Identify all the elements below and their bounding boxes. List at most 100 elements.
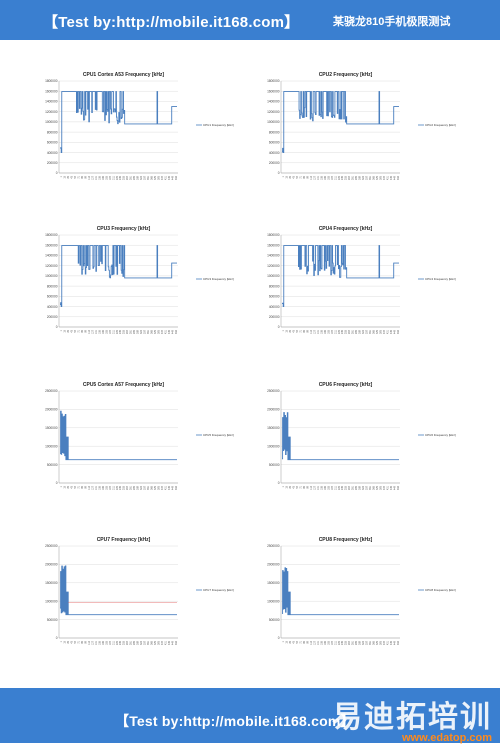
x-tick-label: 29 xyxy=(67,175,70,178)
x-tick-label: 169 xyxy=(102,329,105,334)
y-tick-label: 0 xyxy=(278,636,280,640)
y-tick-label: 500000 xyxy=(269,463,280,467)
x-tick-label: 113 xyxy=(88,175,91,179)
chart-svg: CPU7 Frequency [kHz] 0 500000 1000000 150000… xyxy=(45,537,234,645)
x-tick-label: 407 xyxy=(383,175,386,180)
legend-label: CPU5 Frequency [kHz] xyxy=(203,433,234,437)
y-tick-label: 500000 xyxy=(47,463,58,467)
x-tick-label: 337 xyxy=(144,640,147,645)
x-tick-label: 211 xyxy=(112,175,115,179)
x-tick-label: 421 xyxy=(387,175,390,180)
chart-svg: CPU5 Cortex A57 Frequency [kHz] 0 500000 10… xyxy=(45,382,234,490)
x-tick-label: 127 xyxy=(313,640,316,645)
x-tick-label: 323 xyxy=(362,485,365,490)
x-tick-label: 43 xyxy=(292,640,295,643)
legend-label: CPU3 Frequency [kHz] xyxy=(203,277,234,281)
x-tick-label: 113 xyxy=(88,329,91,333)
legend-label: CPU6 Frequency [kHz] xyxy=(425,433,456,437)
x-tick-label: 295 xyxy=(355,175,358,180)
y-tick-label: 200000 xyxy=(47,161,58,165)
y-tick-label: 500000 xyxy=(47,618,58,622)
x-tick-label: 169 xyxy=(102,485,105,490)
x-tick-label: 225 xyxy=(116,640,119,645)
x-tick-label: 225 xyxy=(338,329,341,334)
x-tick-label: 365 xyxy=(373,485,376,490)
x-tick-label: 379 xyxy=(376,175,379,180)
x-tick-label: 29 xyxy=(67,640,70,643)
x-tick-label: 183 xyxy=(327,485,330,490)
x-tick-label: 155 xyxy=(320,175,323,180)
y-tick-label: 400000 xyxy=(47,151,58,155)
x-tick-label: 127 xyxy=(313,485,316,490)
x-tick-label: 141 xyxy=(317,640,320,645)
x-tick-label: 211 xyxy=(334,640,337,644)
x-tick-label: 15 xyxy=(63,175,66,178)
x-tick-label: 295 xyxy=(355,329,358,334)
x-tick-label: 449 xyxy=(172,485,175,490)
x-tick-label: 239 xyxy=(341,175,344,180)
x-tick-label: 155 xyxy=(320,329,323,334)
y-tick-label: 1400000 xyxy=(267,100,280,104)
x-tick-label: 435 xyxy=(168,485,171,490)
x-tick-label: 253 xyxy=(123,175,126,180)
series-line xyxy=(60,91,177,154)
x-tick-label: 463 xyxy=(175,175,178,180)
x-tick-label: 57 xyxy=(296,640,299,643)
x-tick-label: 155 xyxy=(98,329,101,334)
x-tick-label: 253 xyxy=(345,640,348,645)
x-tick-label: 337 xyxy=(366,329,369,334)
x-tick-label: 407 xyxy=(161,640,164,645)
x-tick-label: 141 xyxy=(95,640,98,645)
x-tick-label: 169 xyxy=(324,485,327,490)
x-tick-label: 267 xyxy=(126,175,129,180)
x-tick-label: 281 xyxy=(352,485,355,490)
x-tick-label: 197 xyxy=(331,175,334,180)
x-tick-label: 57 xyxy=(74,329,77,332)
x-tick-label: 113 xyxy=(88,485,91,489)
x-tick-label: 15 xyxy=(285,485,288,488)
x-tick-label: 57 xyxy=(74,485,77,488)
chart-title: CPU8 Frequency [kHz] xyxy=(319,537,373,543)
x-tick-label: 239 xyxy=(341,640,344,645)
x-tick-label: 463 xyxy=(397,329,400,334)
x-tick-label: 253 xyxy=(123,640,126,645)
x-tick-label: 127 xyxy=(313,329,316,334)
y-tick-label: 1000000 xyxy=(267,274,280,278)
x-tick-label: 379 xyxy=(376,329,379,334)
x-tick-label: 463 xyxy=(175,485,178,490)
y-tick-label: 2000000 xyxy=(267,563,280,567)
y-tick-label: 1500000 xyxy=(267,581,280,585)
x-tick-label: 253 xyxy=(345,485,348,490)
x-tick-label: 57 xyxy=(74,175,77,178)
x-tick-label: 449 xyxy=(394,485,397,490)
x-tick-label: 15 xyxy=(285,175,288,178)
x-tick-label: 113 xyxy=(310,329,313,333)
watermark-logo: 易迪拓培训 www.edatop.com xyxy=(332,692,492,744)
x-tick-label: 155 xyxy=(98,175,101,180)
x-tick-label: 85 xyxy=(303,640,306,643)
x-tick-label: 309 xyxy=(137,640,140,645)
x-tick-label: 281 xyxy=(352,175,355,180)
x-tick-label: 281 xyxy=(130,175,133,180)
y-tick-label: 1800000 xyxy=(267,79,280,83)
y-tick-label: 1000000 xyxy=(267,444,280,448)
x-tick-label: 127 xyxy=(91,485,94,490)
x-tick-label: 365 xyxy=(151,175,154,180)
x-tick-label: 43 xyxy=(70,640,73,643)
y-tick-label: 800000 xyxy=(47,130,58,134)
x-tick-label: 393 xyxy=(158,640,161,645)
x-tick-label: 57 xyxy=(296,329,299,332)
y-tick-label: 200000 xyxy=(269,161,280,165)
x-tick-label: 267 xyxy=(126,485,129,490)
x-tick-label: 99 xyxy=(306,485,309,488)
x-tick-label: 449 xyxy=(172,640,175,645)
x-tick-label: 99 xyxy=(306,329,309,332)
y-tick-label: 500000 xyxy=(269,618,280,622)
x-tick-label: 323 xyxy=(140,175,143,180)
x-tick-label: 337 xyxy=(144,329,147,334)
y-tick-label: 400000 xyxy=(47,305,58,309)
x-tick-label: 351 xyxy=(147,485,150,490)
x-tick-label: 323 xyxy=(362,329,365,334)
x-tick-label: 197 xyxy=(109,640,112,645)
x-tick-label: 281 xyxy=(352,640,355,645)
